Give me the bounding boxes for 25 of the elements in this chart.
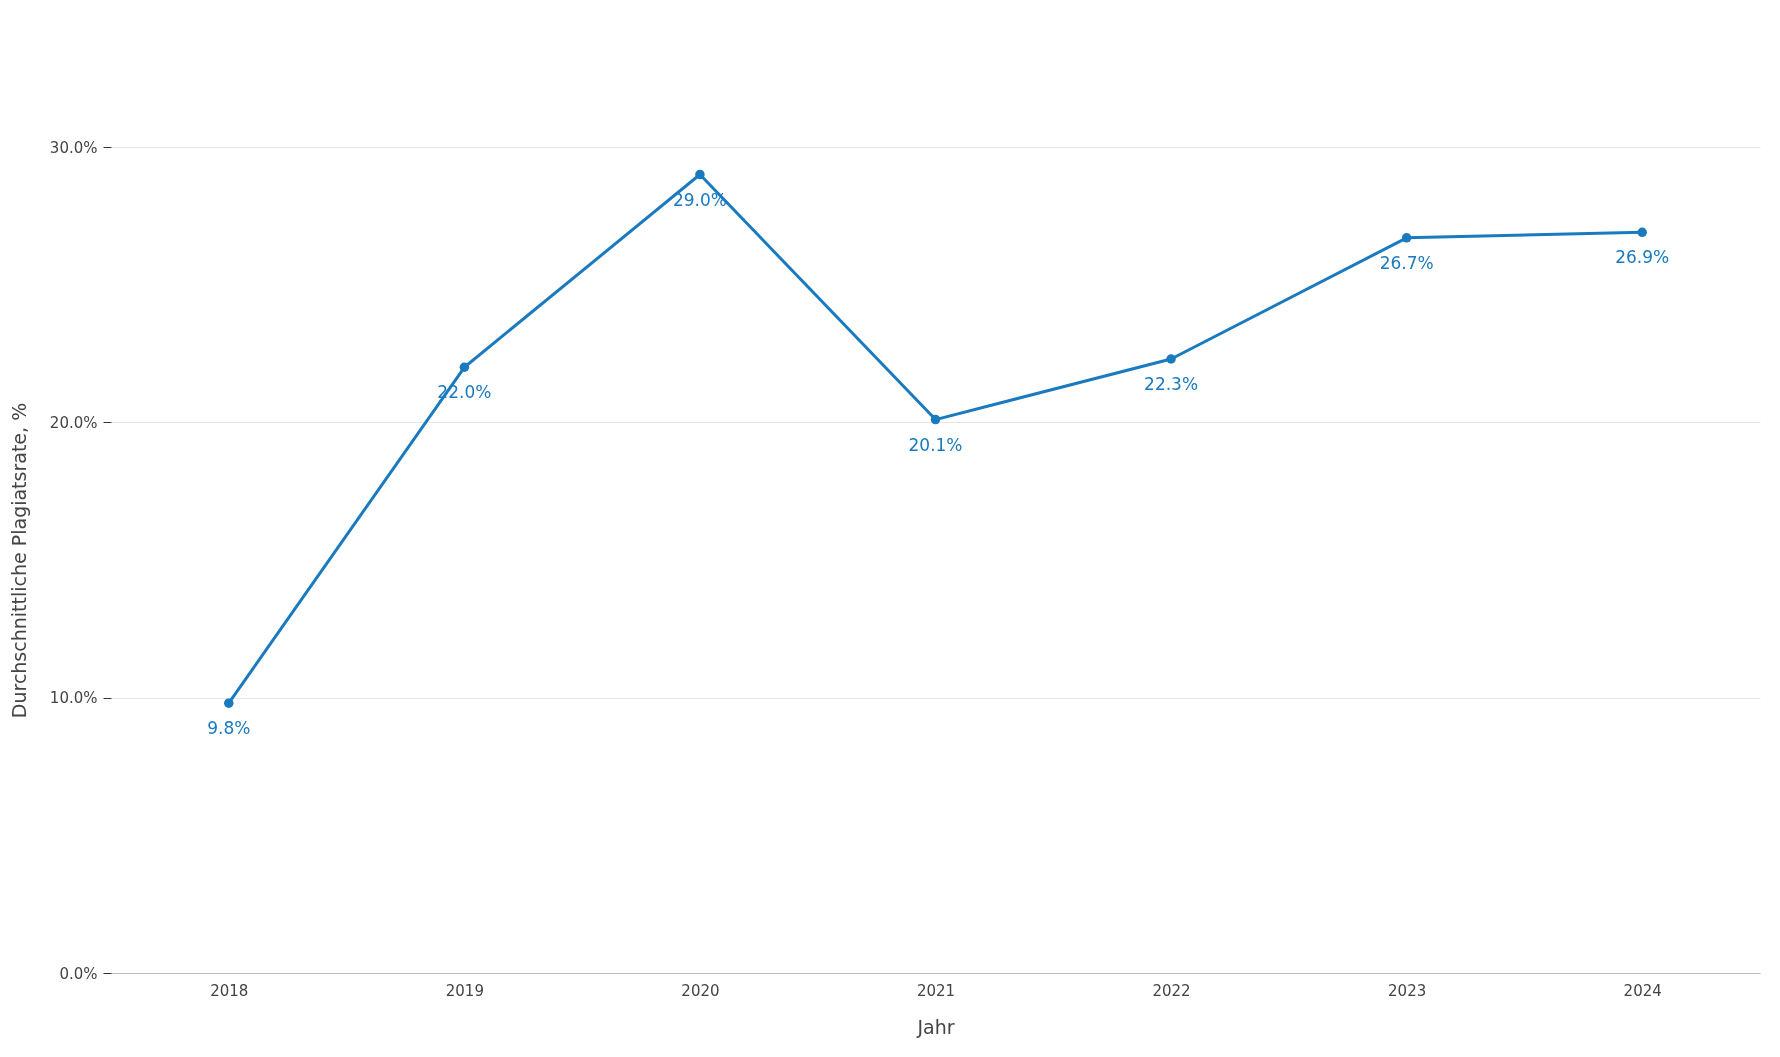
- y-tick-label: 10.0%: [49, 689, 98, 708]
- x-tick-label: 2022: [1152, 981, 1191, 1000]
- point: [1401, 233, 1412, 243]
- y-tick-label: 0.0%: [59, 964, 98, 983]
- y-tick-label: 30.0%: [49, 138, 98, 157]
- data-label: 20.1%: [908, 434, 963, 455]
- x-tick-label: 2018: [210, 981, 249, 1000]
- data-label: 22.3%: [1144, 374, 1199, 395]
- point: [1166, 354, 1176, 364]
- point: [1637, 227, 1647, 238]
- point: [930, 414, 941, 425]
- data-label: 26.9%: [1615, 247, 1670, 268]
- y-tick-label: 20.0%: [49, 413, 98, 432]
- x-tick-label: 2023: [1388, 981, 1427, 1000]
- x-tick-label: 2019: [445, 981, 484, 1000]
- x-tick-label: 2024: [1623, 981, 1662, 1000]
- x-tick-label: 2020: [681, 981, 720, 1000]
- point: [459, 362, 470, 372]
- y-axis-title: Durchschnittliche Plagiatsrate, %: [7, 402, 30, 719]
- point: [695, 169, 705, 180]
- data-label: 26.7%: [1379, 252, 1434, 273]
- point: [224, 698, 234, 708]
- x-tick-label: 2021: [916, 981, 956, 1000]
- data-label: 9.8%: [207, 718, 251, 739]
- x-axis-title: Jahr: [916, 1015, 955, 1038]
